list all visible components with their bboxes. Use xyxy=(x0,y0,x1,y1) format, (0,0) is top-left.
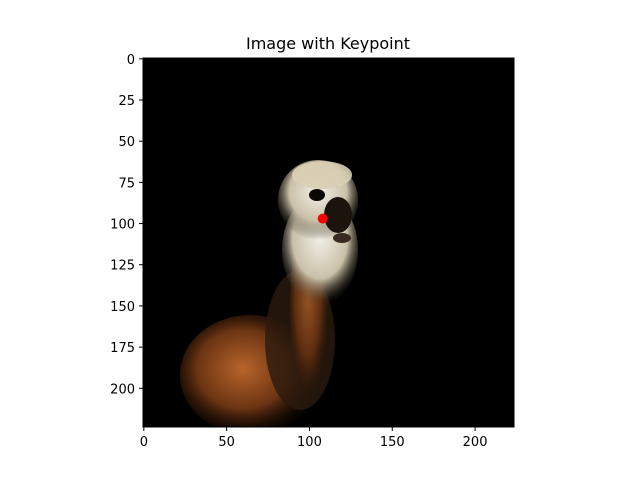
keypoint-marker xyxy=(317,213,328,224)
y-tick-label: 100 xyxy=(110,218,135,233)
y-tick-label: 125 xyxy=(110,259,135,274)
y-tick-label: 150 xyxy=(110,300,135,315)
chart-title: Image with Keypoint xyxy=(246,34,410,53)
image-area xyxy=(142,57,515,428)
keypoints xyxy=(317,213,328,224)
y-tick-label: 75 xyxy=(118,176,135,191)
x-tick-label: 150 xyxy=(380,435,405,450)
y-tick-label: 175 xyxy=(110,341,135,356)
x-axis: 0 50 100 150 200 xyxy=(140,427,488,450)
x-tick-label: 50 xyxy=(218,435,235,450)
y-tick-label: 0 xyxy=(127,53,135,68)
y-axis: 0 25 50 75 100 125 150 175 200 xyxy=(110,53,143,397)
y-tick-label: 200 xyxy=(110,382,135,397)
axes-frame xyxy=(142,57,515,428)
y-tick-label: 50 xyxy=(118,135,135,150)
x-tick-label: 200 xyxy=(463,435,488,450)
dog-photo xyxy=(180,160,358,427)
x-tick-label: 0 xyxy=(140,435,148,450)
x-tick-label: 100 xyxy=(297,435,322,450)
y-tick-label: 25 xyxy=(118,94,135,109)
